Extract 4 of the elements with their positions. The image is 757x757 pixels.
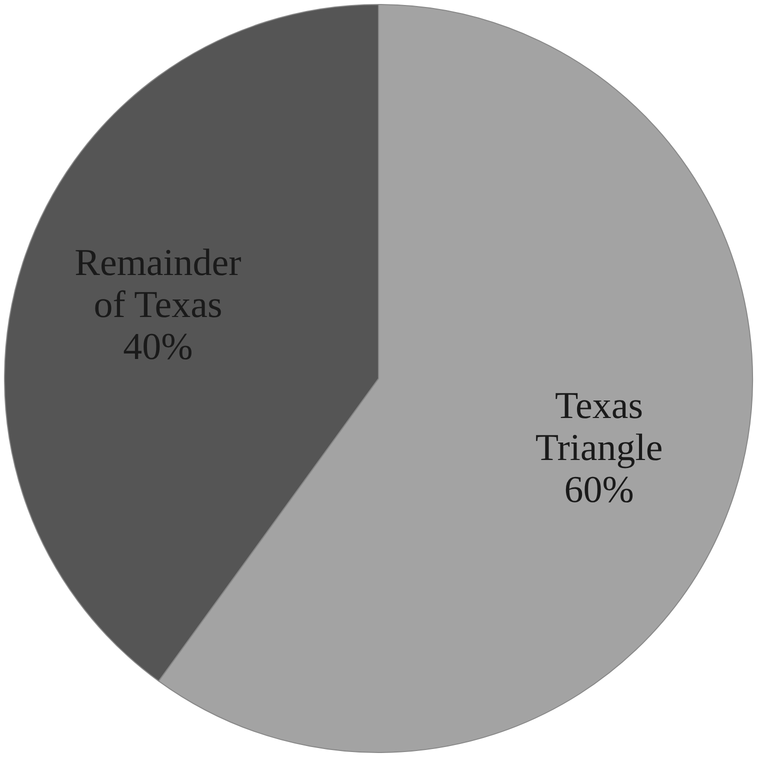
slice-label: Remainder of Texas: [74, 242, 242, 326]
slice-label: Texas Triangle: [535, 385, 663, 470]
data-label: 40%: [123, 326, 193, 368]
data-label: 60%: [564, 469, 634, 512]
